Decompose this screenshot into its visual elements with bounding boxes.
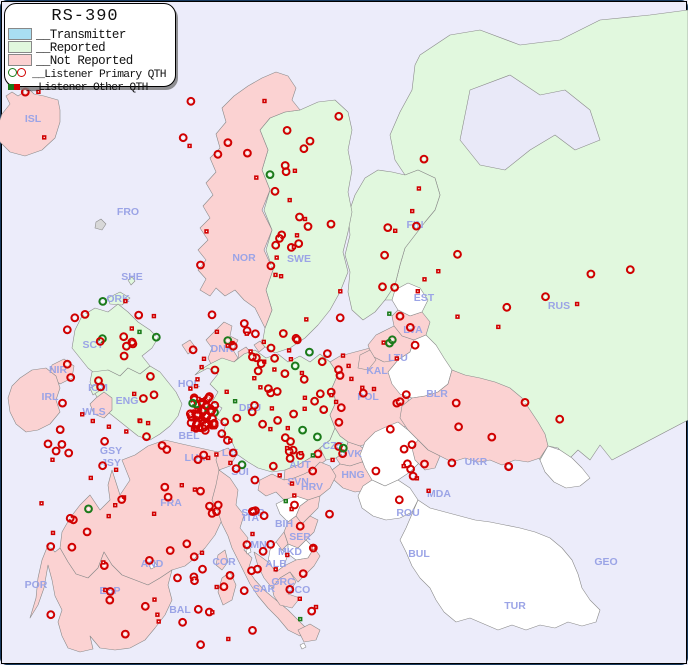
- svg-text:COR: COR: [212, 556, 236, 568]
- svg-text:SHE: SHE: [121, 271, 143, 283]
- svg-text:SWE: SWE: [287, 253, 311, 265]
- svg-text:ISL: ISL: [25, 113, 42, 125]
- svg-text:IRL: IRL: [42, 391, 60, 403]
- svg-text:HNG: HNG: [341, 469, 364, 481]
- svg-text:RUS: RUS: [548, 300, 570, 312]
- svg-text:POR: POR: [25, 579, 48, 591]
- svg-text:KAL: KAL: [366, 365, 388, 377]
- svg-text:WLS: WLS: [82, 406, 105, 418]
- svg-text:MKD: MKD: [278, 546, 302, 558]
- svg-text:UKR: UKR: [465, 456, 488, 468]
- svg-text:FRO: FRO: [117, 206, 139, 218]
- svg-text:BLR: BLR: [426, 388, 448, 400]
- svg-text:ROU: ROU: [396, 507, 419, 519]
- svg-text:NOR: NOR: [232, 252, 256, 264]
- svg-text:HRV: HRV: [301, 481, 323, 493]
- svg-text:BUL: BUL: [408, 548, 430, 560]
- svg-text:GSY: GSY: [100, 445, 122, 457]
- svg-text:TUR: TUR: [504, 600, 526, 612]
- svg-text:EST: EST: [414, 292, 435, 304]
- svg-text:BAL: BAL: [169, 604, 191, 616]
- svg-text:BIH: BIH: [275, 518, 293, 530]
- svg-text:ENG: ENG: [116, 395, 139, 407]
- svg-text:GEO: GEO: [594, 556, 617, 568]
- svg-text:SER: SER: [289, 531, 311, 543]
